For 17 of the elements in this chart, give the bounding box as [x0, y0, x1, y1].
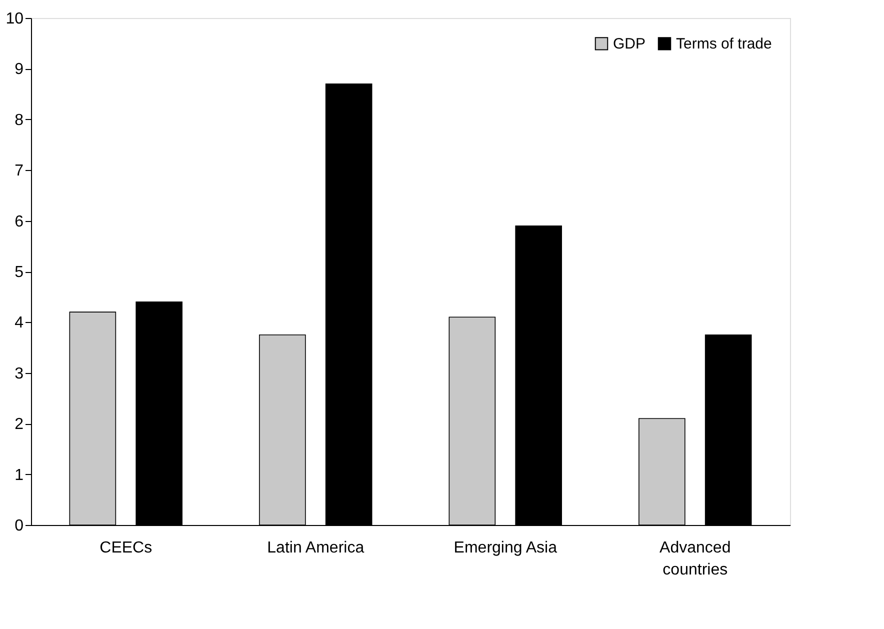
x-tick-label: Emerging Asia	[454, 540, 558, 556]
x-tick-label: CEECs	[100, 540, 152, 556]
y-tick-label: 8	[14, 112, 24, 129]
y-tick-label: 9	[14, 61, 24, 78]
y-tick-label: 0	[14, 518, 24, 534]
y-tick-label: 4	[14, 314, 24, 332]
y-tick-label: 2	[14, 416, 24, 434]
y-tick-label: 1	[14, 466, 24, 484]
y-tick-label: 5	[14, 264, 24, 281]
legend-label: GDP	[613, 36, 646, 53]
legend-label: Terms of trade	[676, 36, 772, 53]
x-tick-label: Latin America	[267, 540, 364, 556]
y-tick-label: 7	[14, 162, 24, 180]
y-tick-label: 6	[14, 213, 24, 230]
x-tick-label: Advanced countries	[660, 540, 731, 578]
y-tick-label: 3	[14, 365, 24, 382]
y-tick-label: 10	[6, 10, 24, 28]
